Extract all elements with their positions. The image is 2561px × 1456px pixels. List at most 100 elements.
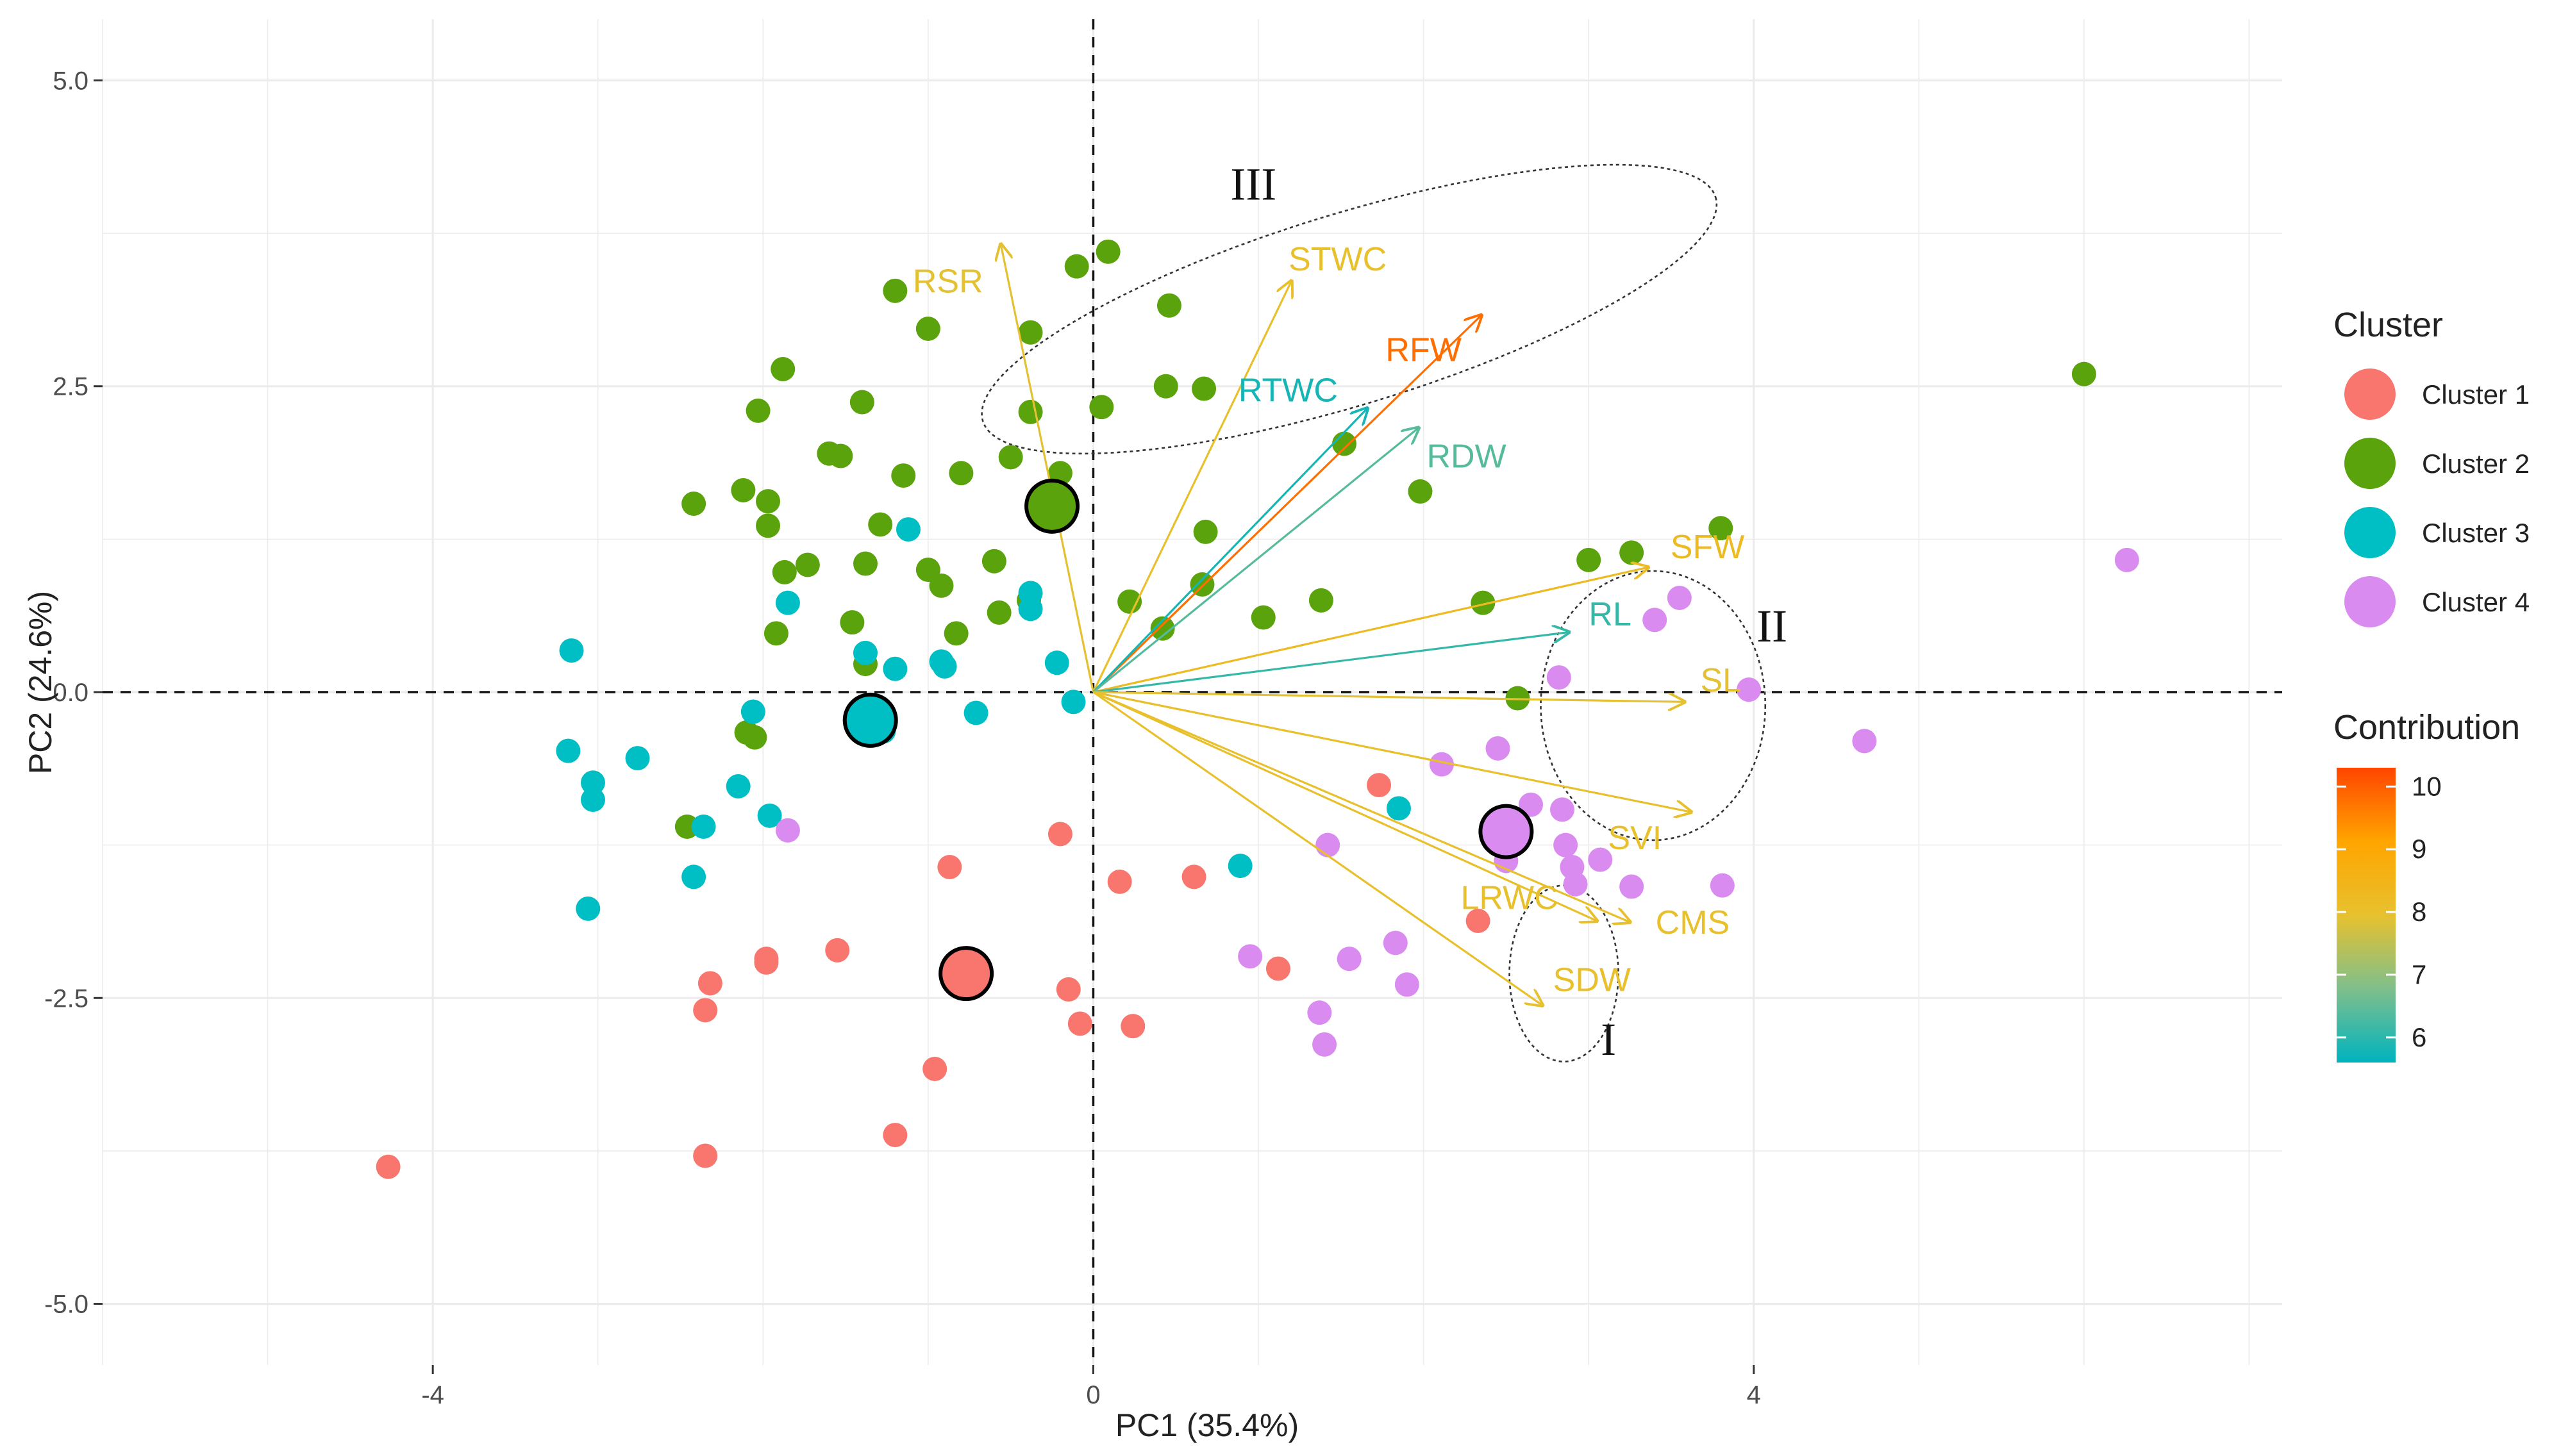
point-cluster4 — [1337, 947, 1362, 972]
colorbar-tick-label: 8 — [2412, 897, 2426, 927]
x-tick-label: 0 — [1086, 1381, 1100, 1409]
variable-arrow — [1092, 691, 1630, 922]
point-cluster1 — [754, 950, 779, 975]
variable-arrow — [1092, 691, 1542, 1005]
point-cluster3 — [1386, 796, 1411, 821]
variable-arrow — [1093, 567, 1648, 693]
point-cluster2 — [731, 478, 756, 502]
point-cluster2 — [981, 549, 1006, 574]
point-cluster2 — [849, 390, 874, 415]
variable-label: RDW — [1426, 438, 1506, 476]
y-axis-title: PC2 (24.6%) — [22, 591, 58, 774]
point-cluster2 — [1408, 479, 1433, 504]
point-cluster1 — [883, 1123, 908, 1148]
point-cluster2 — [1251, 605, 1276, 630]
x-axis-title: PC1 (35.4%) — [1115, 1407, 1299, 1443]
point-cluster1 — [922, 1057, 947, 1081]
variable-arrow — [1093, 691, 1690, 812]
point-cluster1 — [1067, 1011, 1092, 1036]
point-cluster4 — [1553, 832, 1578, 857]
point-cluster2 — [1190, 572, 1215, 597]
point-cluster2 — [949, 461, 974, 486]
point-cluster4 — [1642, 608, 1667, 633]
data-points — [376, 239, 2139, 1179]
point-cluster2 — [891, 463, 916, 488]
colorbar-tick-label: 6 — [2412, 1022, 2426, 1052]
point-cluster2 — [772, 559, 797, 584]
point-cluster4 — [1485, 736, 1510, 761]
point-cluster3 — [559, 638, 584, 663]
point-cluster1 — [1107, 869, 1132, 894]
group-label: III — [1230, 159, 1276, 210]
x-tick-label: -4 — [421, 1381, 444, 1409]
variable-label: RL — [1589, 596, 1631, 633]
point-cluster2 — [915, 317, 940, 341]
centroid-cluster1 — [938, 946, 994, 1002]
point-cluster3 — [964, 700, 989, 725]
point-cluster2 — [2071, 361, 2096, 386]
group-label: II — [1756, 600, 1787, 652]
legend-label-cluster2: Cluster 2 — [2422, 449, 2530, 479]
point-cluster2 — [756, 489, 781, 514]
point-cluster2 — [1018, 320, 1043, 345]
point-cluster2 — [1018, 399, 1043, 424]
point-cluster3 — [556, 738, 581, 763]
variable-arrow — [1092, 691, 1597, 921]
point-cluster3 — [1018, 597, 1043, 622]
point-cluster3 — [929, 649, 954, 674]
point-cluster1 — [1121, 1014, 1146, 1039]
point-cluster4 — [1307, 1000, 1332, 1025]
point-cluster2 — [944, 621, 969, 646]
legend-swatch-cluster1 — [2344, 368, 2396, 420]
point-cluster2 — [1096, 239, 1121, 264]
legend-swatch-cluster3 — [2344, 507, 2396, 558]
legend-label-cluster4: Cluster 4 — [2422, 587, 2530, 617]
point-cluster2 — [828, 443, 853, 468]
point-cluster4 — [1710, 873, 1735, 898]
point-cluster1 — [1056, 977, 1081, 1002]
point-cluster1 — [376, 1154, 401, 1179]
cluster-legend-title: Cluster — [2333, 306, 2443, 344]
point-cluster3 — [1044, 650, 1069, 675]
point-cluster1 — [1047, 822, 1072, 847]
point-cluster4 — [1383, 931, 1408, 956]
point-cluster1 — [693, 998, 718, 1023]
point-cluster1 — [693, 1143, 718, 1168]
point-cluster2 — [1064, 254, 1089, 279]
variable-label: SFW — [1671, 529, 1745, 566]
variable-arrow — [1092, 315, 1481, 693]
point-cluster2 — [987, 600, 1012, 625]
point-cluster1 — [1181, 864, 1206, 889]
point-cluster2 — [1308, 588, 1333, 613]
group-label: I — [1601, 1014, 1616, 1065]
point-cluster2 — [998, 445, 1023, 470]
legend-label-cluster1: Cluster 1 — [2422, 379, 2530, 410]
colorbar-tick-label: 7 — [2412, 959, 2426, 989]
point-cluster4 — [1394, 972, 1419, 997]
variable-label: STWC — [1289, 241, 1387, 278]
point-cluster4 — [1429, 752, 1454, 777]
variable-label: RSR — [913, 263, 983, 301]
variable-label: RTWC — [1239, 372, 1338, 409]
point-cluster3 — [1228, 854, 1253, 879]
centroid-cluster3 — [842, 692, 898, 748]
centroid-cluster2 — [1024, 478, 1080, 534]
point-cluster2 — [1150, 616, 1175, 641]
cluster-centroids — [842, 478, 1534, 1002]
legend-label-cluster3: Cluster 3 — [2422, 518, 2530, 548]
point-cluster2 — [1089, 395, 1114, 420]
point-cluster3 — [726, 774, 751, 798]
point-cluster3 — [581, 770, 605, 795]
variable-label: SDW — [1553, 962, 1631, 999]
variable-label: LRWC — [1460, 880, 1558, 917]
point-cluster1 — [1367, 773, 1392, 798]
point-cluster2 — [681, 492, 706, 516]
point-cluster2 — [1156, 293, 1181, 318]
point-cluster4 — [1315, 832, 1340, 857]
point-cluster3 — [896, 517, 921, 542]
legend: Cluster Cluster 1 Cluster 2 Cluster 3 Clust… — [2333, 306, 2530, 1063]
point-cluster1 — [697, 971, 722, 996]
contribution-colorbar — [2337, 768, 2396, 1063]
point-cluster3 — [740, 699, 765, 724]
y-tick-label: -2.5 — [44, 984, 88, 1013]
